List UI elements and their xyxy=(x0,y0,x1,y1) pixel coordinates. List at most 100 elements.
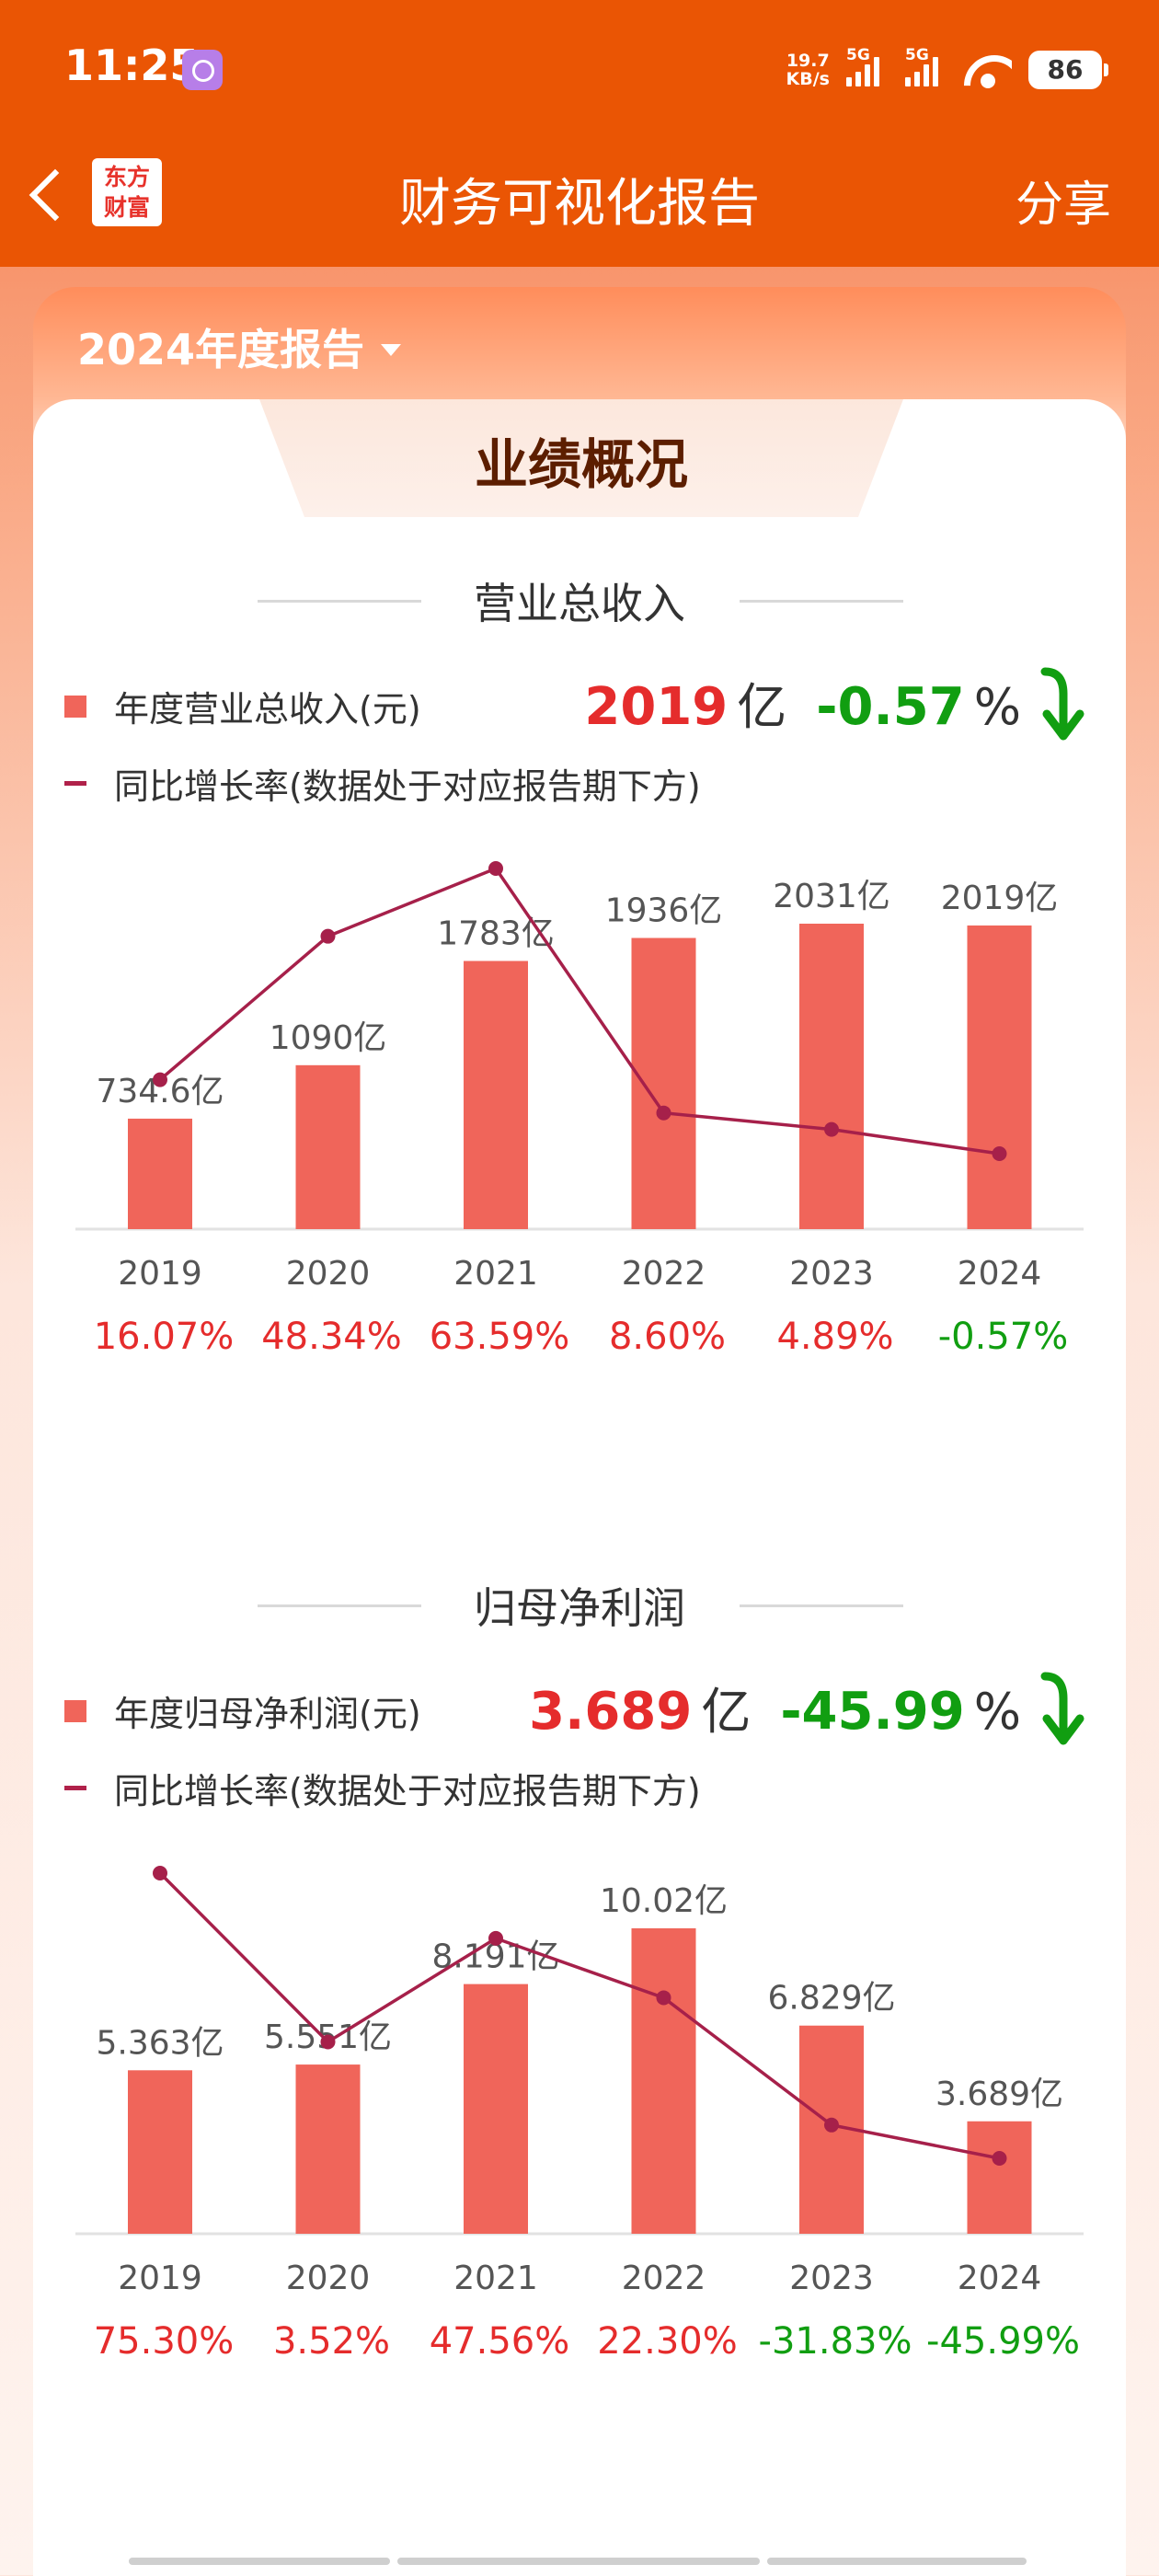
growth-rate-point-2020 xyxy=(320,2034,336,2050)
growth-rate-label: 75.30% xyxy=(94,2320,235,2363)
growth-rate-point-2021 xyxy=(488,861,503,876)
signal-icon-2: 5G xyxy=(905,46,947,86)
signal-label-2: 5G xyxy=(905,46,929,64)
bar-2022 xyxy=(631,1928,696,2234)
bar-value-label: 10.02亿 xyxy=(600,1882,728,1920)
bar-value-label: 3.689亿 xyxy=(935,2076,1063,2113)
section-tab-title: 业绩概况 xyxy=(474,433,688,496)
growth-rate-point-2023 xyxy=(824,2117,839,2133)
app-logo: 东方 财富 xyxy=(92,158,162,226)
revenue-section-title: 营业总收入 xyxy=(474,579,685,628)
profit-headline: 3.689 亿 -45.99 % xyxy=(529,1671,1087,1750)
signal-icon: 5G xyxy=(846,46,889,86)
growth-rate-label: 16.07% xyxy=(94,1316,235,1358)
legend-line-swatch-2 xyxy=(64,1786,86,1790)
app-notification-icon xyxy=(182,50,223,90)
growth-rate-point-2022 xyxy=(656,1990,671,2006)
x-tick-label: 2021 xyxy=(453,2260,538,2297)
x-tick-label: 2020 xyxy=(286,1255,371,1293)
growth-rate-label: 47.56% xyxy=(430,2320,570,2363)
profit-legend-bar: 年度归母净利润(元) xyxy=(64,1685,421,1736)
bar-2023 xyxy=(799,924,864,1229)
growth-rate-label: 22.30% xyxy=(597,2320,738,2363)
profit-legend-line: 同比增长率(数据处于对应报告期下方) xyxy=(64,1763,701,1813)
revenue-legend-bar: 年度营业总收入(元) xyxy=(64,681,421,731)
bar-value-label: 1090亿 xyxy=(270,1019,387,1057)
bar-2020 xyxy=(295,2064,361,2234)
down-arrow-icon xyxy=(1040,667,1084,741)
growth-rate-label: -45.99% xyxy=(926,2320,1080,2363)
status-time: 11:25 xyxy=(64,40,200,90)
growth-rate-label: 63.59% xyxy=(430,1316,570,1358)
growth-rate-point-2019 xyxy=(153,1072,167,1087)
x-tick-label: 2021 xyxy=(453,1255,538,1293)
growth-rate-line xyxy=(158,1871,1000,2160)
growth-rate-point-2024 xyxy=(992,1146,1007,1161)
profit-section-title: 归母净利润 xyxy=(474,1583,685,1633)
growth-rate-point-2021 xyxy=(488,1930,503,1946)
growth-rate-label: 48.34% xyxy=(261,1316,402,1358)
bar-value-label: 2031亿 xyxy=(773,878,890,915)
bar-value-label: 5.363亿 xyxy=(96,2024,224,2062)
growth-rate-label: -31.83% xyxy=(759,2320,912,2363)
bar-value-label: 6.829亿 xyxy=(767,1980,895,2018)
divider-right xyxy=(740,600,903,603)
bar-2019 xyxy=(128,1118,192,1229)
revenue-headline-pct-unit: % xyxy=(973,678,1021,736)
profit-headline-pct: -45.99 xyxy=(780,1682,965,1742)
x-tick-label: 2024 xyxy=(958,1255,1042,1293)
revenue-headline-unit: 亿 xyxy=(737,678,787,736)
bar-value-label: 1936亿 xyxy=(605,892,723,930)
net-speed-value: 19.7 xyxy=(786,51,830,71)
wifi-icon xyxy=(964,52,1012,88)
x-tick-label: 2023 xyxy=(789,2260,874,2297)
legend-line-label-2: 同比增长率(数据处于对应报告期下方) xyxy=(114,1771,701,1811)
growth-rate-point-2023 xyxy=(824,1121,839,1137)
x-tick-label: 2019 xyxy=(118,1255,202,1293)
report-card: 2024年度报告 业绩概况 营业总收入 年度营业总收入(元) 同比增长率(数据处… xyxy=(33,287,1126,2576)
growth-rate-label: 8.60% xyxy=(609,1316,726,1358)
growth-rate-point-2022 xyxy=(656,1105,671,1121)
share-button[interactable]: 分享 xyxy=(1015,178,1111,233)
revenue-legend-line: 同比增长率(数据处于对应报告期下方) xyxy=(64,758,701,809)
legend-line-label: 同比增长率(数据处于对应报告期下方) xyxy=(114,766,701,807)
profit-headline-value: 3.689 xyxy=(529,1682,693,1742)
performance-panel: 业绩概况 营业总收入 年度营业总收入(元) 同比增长率(数据处于对应报告期下方)… xyxy=(33,399,1126,2576)
legend-line-swatch xyxy=(64,781,86,786)
divider-left xyxy=(258,600,421,603)
x-tick-label: 2022 xyxy=(622,1255,706,1293)
legend-bar-label: 年度营业总收入(元) xyxy=(114,689,421,730)
growth-rate-point-2019 xyxy=(153,1866,167,1880)
bar-2021 xyxy=(464,960,528,1229)
scroll-indicator xyxy=(129,2558,1027,2565)
growth-rate-label: 3.52% xyxy=(273,2320,390,2363)
divider-left-2 xyxy=(258,1604,421,1607)
net-speed: 19.7 KB/s xyxy=(786,52,830,88)
page-title: 财务可视化报告 xyxy=(399,174,760,234)
report-year-select[interactable]: 2024年度报告 xyxy=(77,316,402,377)
revenue-headline-value: 2019 xyxy=(584,677,729,737)
x-tick-label: 2022 xyxy=(622,2260,706,2297)
x-tick-label: 2019 xyxy=(118,2260,202,2297)
chevron-down-icon xyxy=(381,343,402,356)
bar-2022 xyxy=(631,937,696,1229)
top-bar: 11:25 19.7 KB/s 5G 5G 86 东方 财富 财务可视化报告 分… xyxy=(0,0,1159,267)
revenue-headline-pct: -0.57 xyxy=(816,677,965,737)
bar-2021 xyxy=(464,1984,528,2234)
bar-2024 xyxy=(967,2121,1032,2234)
down-arrow-icon-2 xyxy=(1040,1672,1084,1745)
x-tick-label: 2024 xyxy=(958,2260,1042,2297)
report-year-value: 2024年度报告 xyxy=(77,325,365,374)
growth-rate-point-2020 xyxy=(320,928,336,944)
growth-rate-line xyxy=(158,866,1000,1156)
legend-bar-label-2: 年度归母净利润(元) xyxy=(114,1694,421,1734)
net-speed-unit: KB/s xyxy=(786,69,830,89)
bar-2019 xyxy=(128,2070,192,2234)
bar-2024 xyxy=(967,925,1032,1229)
legend-bar-swatch-2 xyxy=(64,1699,86,1722)
section-tab-bg xyxy=(259,399,903,517)
status-icons: 19.7 KB/s 5G 5G 86 xyxy=(786,44,1108,96)
bar-value-label: 1783亿 xyxy=(437,915,555,953)
divider-right-2 xyxy=(740,1604,903,1607)
profit-chart: 5.363亿201975.30%5.551亿20203.52%8.191亿202… xyxy=(75,1866,1084,2363)
